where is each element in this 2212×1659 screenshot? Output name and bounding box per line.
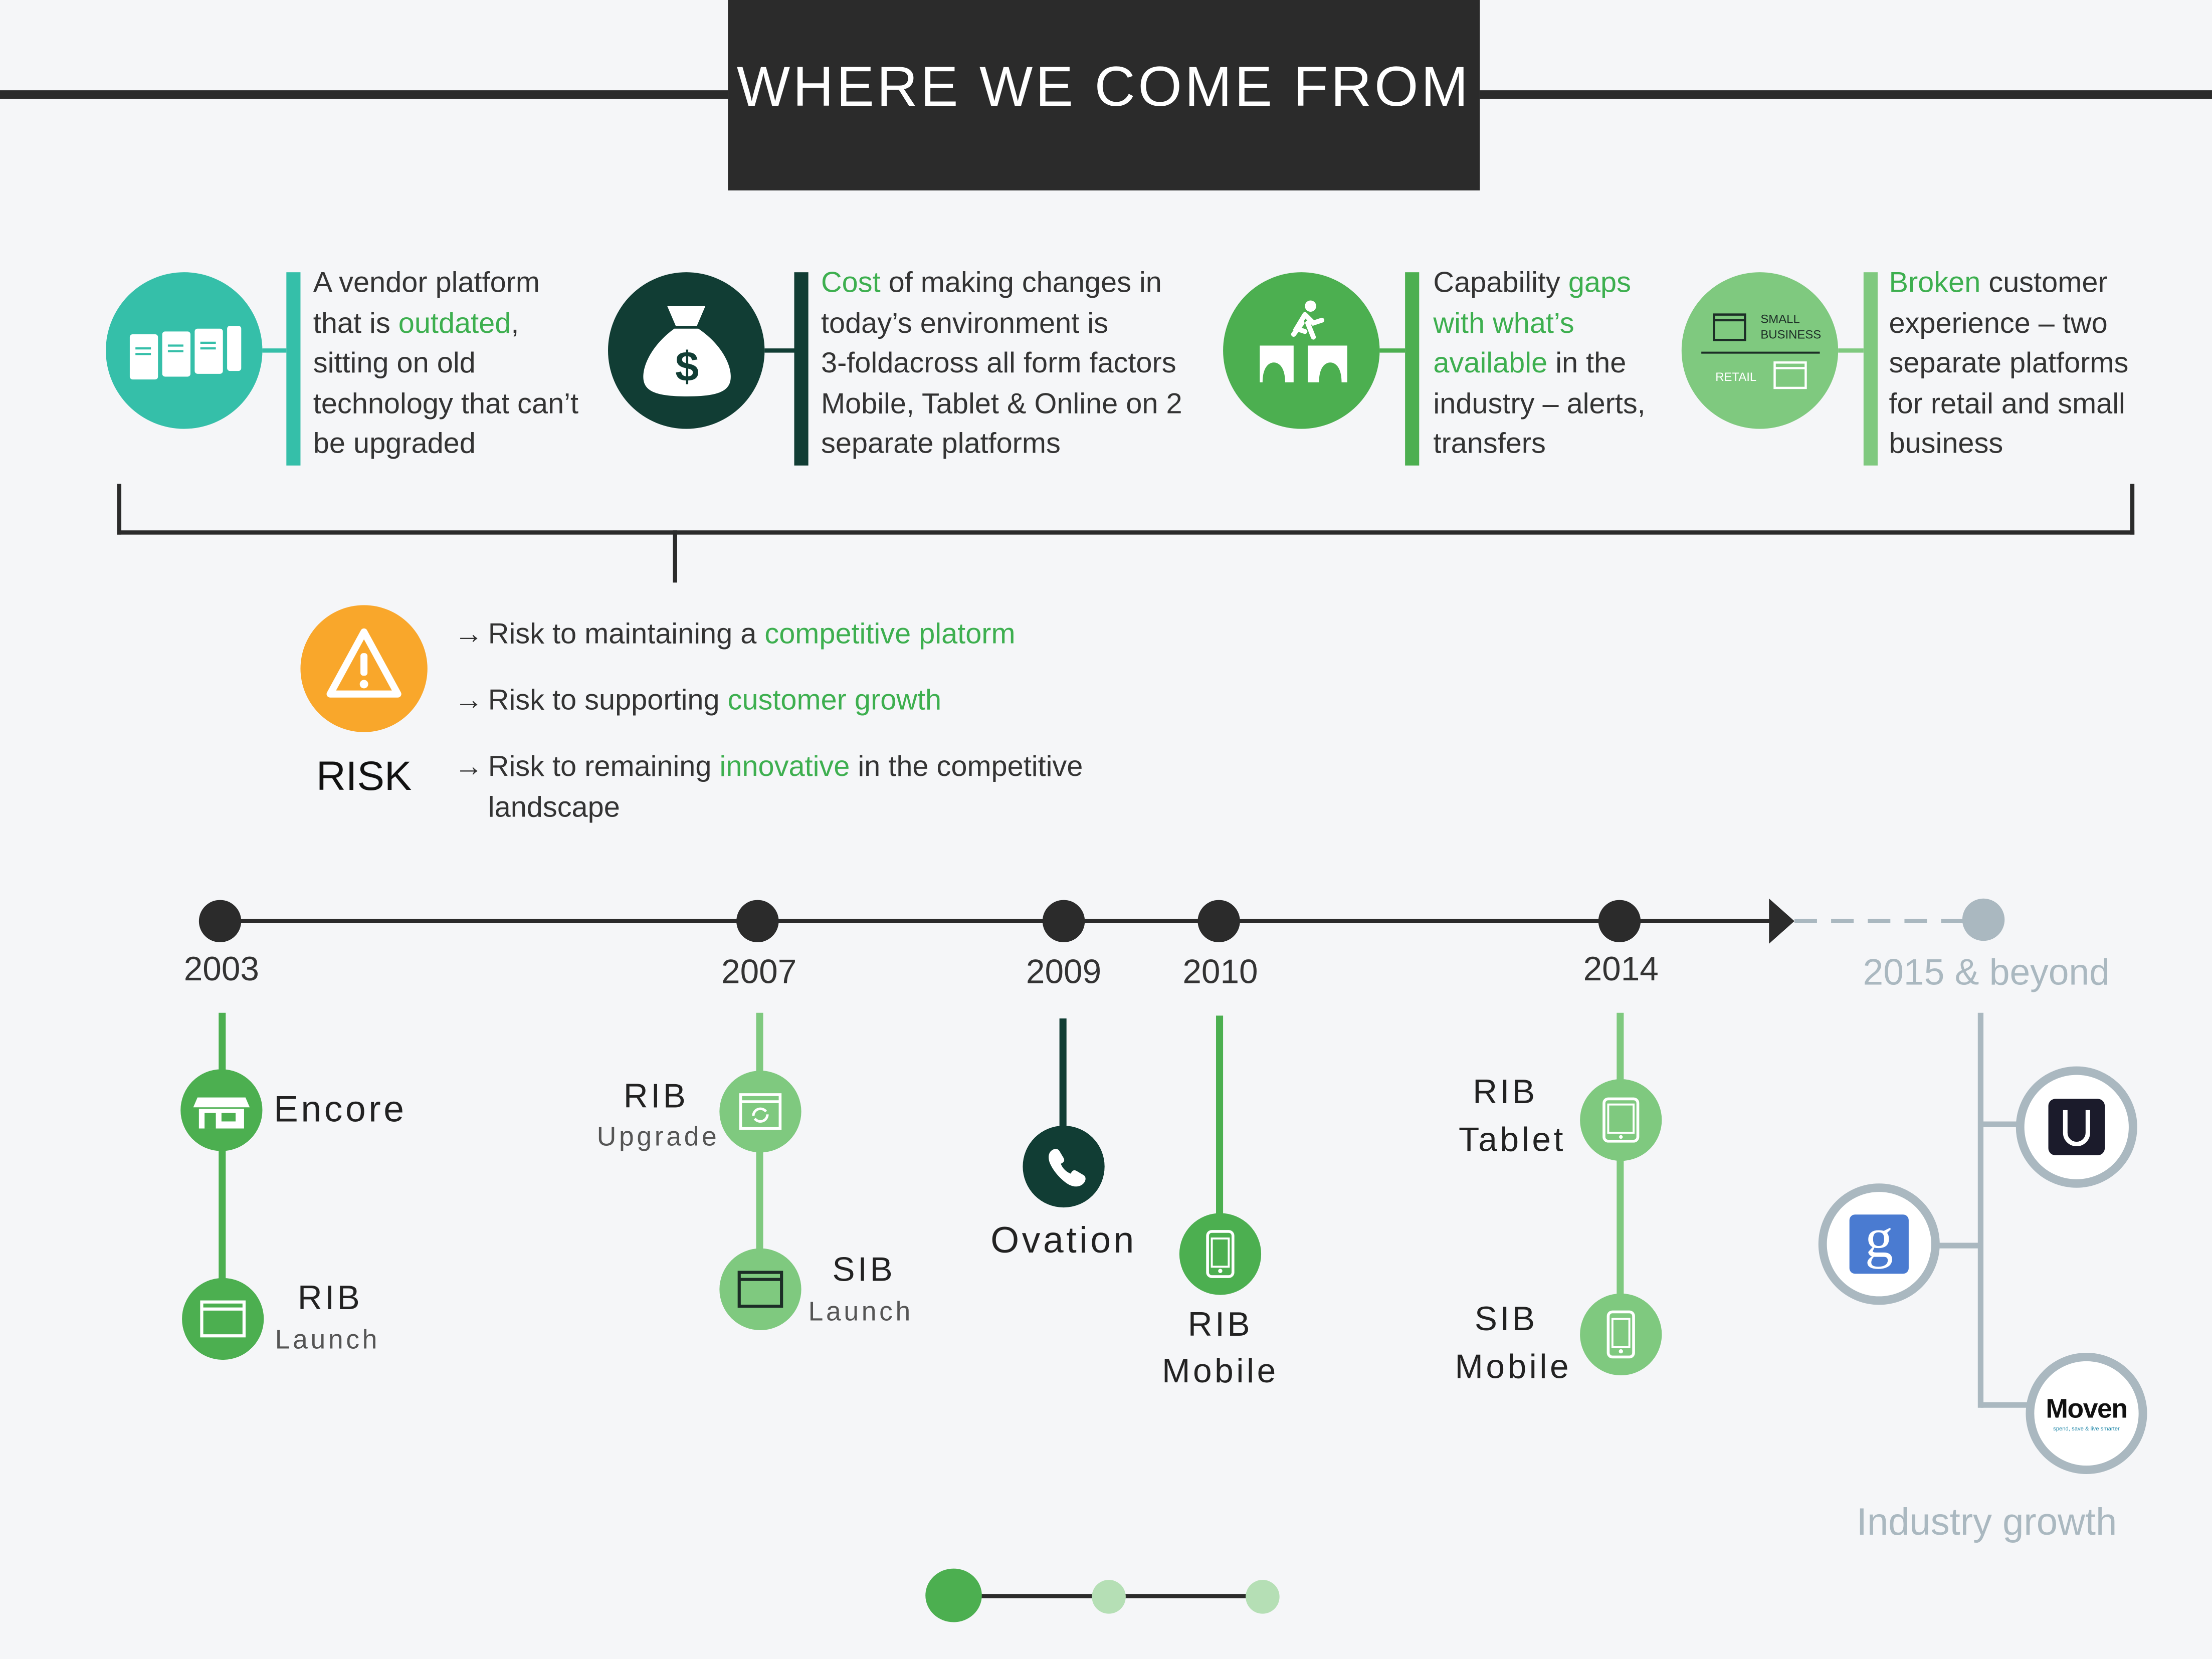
page-dot[interactable] (1246, 1580, 1280, 1614)
industry-growth-label: Industry growth (1856, 1501, 2117, 1543)
page-dot[interactable] (1092, 1580, 1126, 1614)
year-label: 2014 (1583, 950, 1659, 989)
milestone-rib-tablet-l2: Tablet (1458, 1121, 1566, 1160)
risk-item: → Risk to maintaining a competitive plato… (454, 615, 1187, 655)
moven-logo-icon: Moven spend, save & live smarter (2026, 1353, 2147, 1475)
industry-branches (1932, 1012, 2032, 1408)
browser-refresh-icon (719, 1071, 801, 1153)
phone-icon (1023, 1125, 1105, 1208)
milestone-sib-launch-sub: Launch (808, 1298, 913, 1328)
milestone-sib-mobile-l1: SIB (1474, 1300, 1538, 1339)
bracket-bottom (117, 530, 2135, 535)
uber-logo-icon (2016, 1066, 2137, 1188)
risk-item: → Risk to remaining innovative in the com… (454, 748, 1187, 828)
accent-bar (286, 272, 301, 466)
accent-bar (1863, 272, 1878, 466)
header-box (728, 0, 1480, 190)
risk-label: RISK (316, 754, 412, 800)
svg-text:BUSINESS: BUSINESS (1760, 328, 1821, 341)
arrow-right-icon: → (454, 684, 483, 717)
svg-text:$: $ (675, 343, 699, 390)
gap-jump-icon (1223, 272, 1380, 429)
mobile-phone-icon (1580, 1293, 1662, 1376)
connector (1838, 348, 1864, 353)
header-rule-right (1480, 90, 2212, 99)
tablet-icon (1580, 1079, 1662, 1161)
mobile-phone-icon (1179, 1213, 1262, 1295)
connector (262, 348, 287, 353)
milestone-ovation: Ovation (990, 1218, 1137, 1262)
bracket-left (117, 484, 122, 535)
timeline-dot (736, 900, 779, 943)
branch-line (219, 1012, 226, 1321)
milestone-rib-mobile-l2: Mobile (1162, 1353, 1279, 1391)
year-label: 2015 & beyond (1863, 950, 2110, 993)
year-label: 2003 (183, 950, 259, 989)
risk-item: → Risk to supporting customer growth (454, 681, 1187, 721)
milestone-rib-launch-title: RIB (297, 1279, 363, 1318)
timeline-dot (198, 900, 242, 943)
warning-icon (300, 605, 428, 732)
page-title: WHERE WE COME FROM (736, 56, 1471, 119)
year-label: 2009 (1026, 953, 1102, 992)
arrow-right-icon: → (454, 617, 483, 651)
milestone-sib-mobile-l2: Mobile (1455, 1348, 1572, 1387)
milestone-rib-mobile-l1: RIB (1187, 1306, 1253, 1345)
milestone-rib-tablet-l1: RIB (1473, 1073, 1538, 1112)
page-dot-active[interactable] (925, 1568, 982, 1622)
timeline-dot (1598, 900, 1641, 943)
money-bag-icon: $ (608, 272, 765, 429)
year-label: 2007 (721, 953, 797, 992)
timeline-axis (220, 898, 1964, 944)
milestone-encore: Encore (273, 1087, 407, 1130)
branch-line (1216, 1015, 1224, 1224)
bracket-stem (673, 530, 677, 583)
milestone-sib-launch-title: SIB (832, 1251, 896, 1290)
accent-bar (1405, 272, 1420, 466)
svg-text:SMALL: SMALL (1760, 312, 1799, 326)
accent-bar (794, 272, 809, 466)
issue-capability-text: Capability gaps with what’s available in… (1433, 266, 1646, 460)
browser-icon (182, 1278, 264, 1360)
issue-vendor-text: A vendor platform that is outdated, sitt… (313, 266, 579, 460)
timeline-dot (1042, 900, 1085, 943)
timeline-dot (1197, 900, 1240, 943)
branch-line (1617, 1012, 1624, 1335)
arrow-right-icon: → (454, 750, 483, 783)
servers-icon (106, 272, 263, 429)
milestone-rib-launch-sub: Launch (275, 1326, 380, 1356)
google-logo-icon: g (1818, 1183, 1940, 1305)
issue-cost-text: Cost of making changes in today’s enviro… (821, 266, 1182, 460)
branch-line (1059, 1018, 1067, 1132)
browser-icon (719, 1248, 801, 1330)
timeline-dot-future (1962, 898, 2005, 941)
small-business-retail-icon: SMALL BUSINESS RETAIL (1681, 272, 1839, 429)
store-icon (180, 1069, 263, 1151)
connector (764, 348, 794, 353)
year-label: 2010 (1182, 953, 1258, 992)
header-rule-left (0, 90, 728, 99)
connector (1379, 348, 1405, 353)
milestone-rib-upgrade-title: RIB (623, 1078, 689, 1116)
bracket-right (2130, 484, 2135, 535)
svg-text:RETAIL: RETAIL (1715, 370, 1756, 384)
milestone-rib-upgrade-sub: Upgrade (596, 1123, 720, 1153)
issue-broken-text: Broken customer experience – two separat… (1889, 266, 2129, 460)
